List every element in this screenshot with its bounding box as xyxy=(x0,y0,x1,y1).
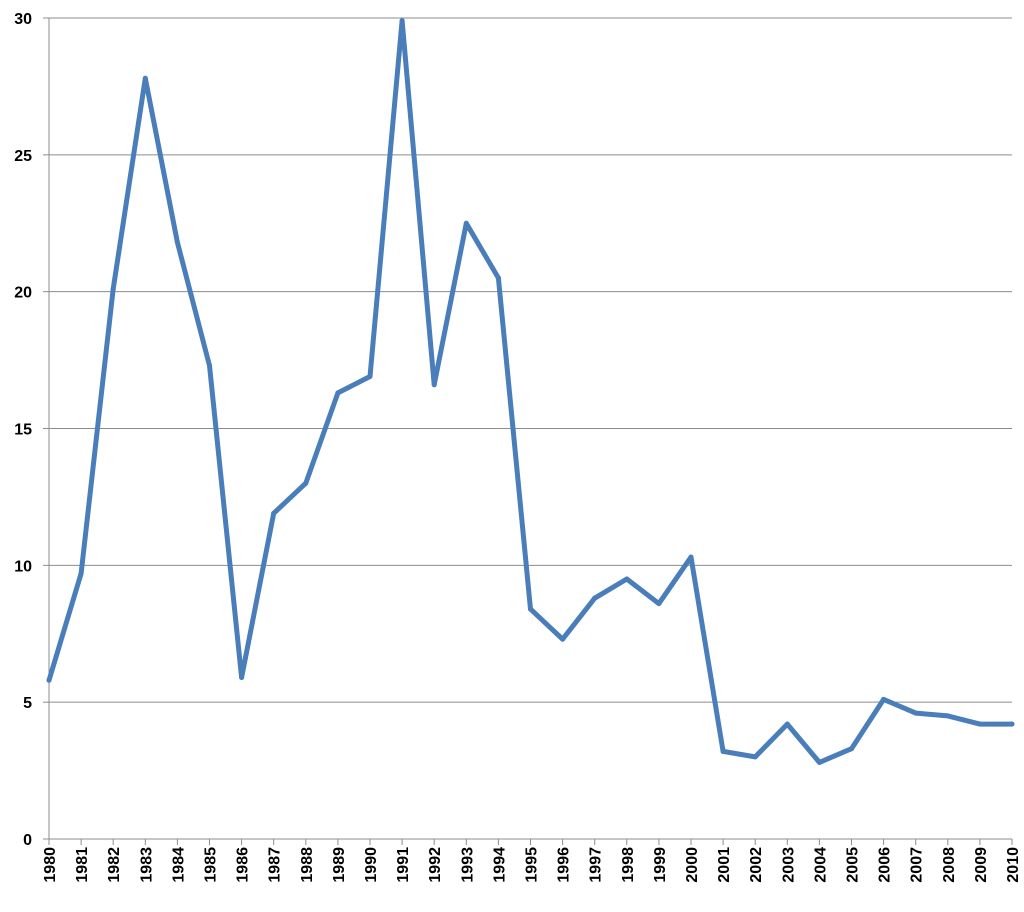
y-tick-label: 10 xyxy=(14,558,32,575)
x-tick-label: 1992 xyxy=(427,847,444,883)
data-point xyxy=(720,748,726,754)
x-tick-label: 2007 xyxy=(909,847,926,883)
x-tick-label: 1991 xyxy=(395,847,412,883)
data-point xyxy=(303,480,309,486)
y-tick-label: 15 xyxy=(14,422,32,439)
data-point xyxy=(46,677,52,683)
series-layer xyxy=(46,18,1015,765)
data-point xyxy=(592,595,598,601)
data-point xyxy=(335,390,341,396)
x-tick-label: 1998 xyxy=(620,847,637,883)
data-point xyxy=(816,759,822,765)
data-point xyxy=(239,675,245,681)
x-tick-label: 2004 xyxy=(812,847,829,883)
x-tick-label: 1984 xyxy=(170,847,187,883)
x-tick-label: 1993 xyxy=(459,847,476,883)
x-tick-label: 1994 xyxy=(491,847,508,883)
series-line xyxy=(46,18,1015,765)
x-tick-label: 2009 xyxy=(973,847,990,883)
x-tick-label: 1996 xyxy=(556,847,573,883)
x-tick-label: 1981 xyxy=(74,847,91,883)
x-tick-label: 1985 xyxy=(203,847,220,883)
x-tick-label: 1982 xyxy=(106,847,123,883)
x-tick-label: 2000 xyxy=(684,847,701,883)
y-tick-label: 25 xyxy=(14,148,32,165)
x-tick-label: 2001 xyxy=(716,847,733,883)
data-point xyxy=(78,571,84,577)
data-point xyxy=(688,554,694,560)
x-tick-label: 1980 xyxy=(42,847,59,883)
x-tick-label: 1999 xyxy=(652,847,669,883)
data-point xyxy=(624,576,630,582)
data-point xyxy=(560,636,566,642)
data-point xyxy=(142,75,148,81)
gridlines xyxy=(49,17,1012,703)
x-tick-label: 2006 xyxy=(877,847,894,883)
x-tick-label: 1989 xyxy=(331,847,348,883)
data-point xyxy=(431,382,437,388)
data-point xyxy=(752,754,758,760)
x-tick-label: 1987 xyxy=(267,847,284,883)
data-point xyxy=(463,220,469,226)
y-tick-label: 5 xyxy=(23,695,32,712)
data-point xyxy=(881,696,887,702)
axes xyxy=(43,17,1013,845)
data-point xyxy=(849,746,854,752)
data-point xyxy=(399,18,405,24)
x-tick-label: 1997 xyxy=(588,847,605,883)
data-point xyxy=(1009,721,1015,727)
x-tick-label: 2008 xyxy=(941,847,958,883)
x-tick-label: 2005 xyxy=(845,847,862,883)
data-point xyxy=(110,286,116,292)
x-tick-label: 2010 xyxy=(1005,847,1022,883)
data-point xyxy=(977,721,983,727)
data-point xyxy=(528,606,533,612)
data-point xyxy=(784,721,790,727)
y-tick-label: 30 xyxy=(14,11,32,28)
data-point xyxy=(656,601,662,607)
data-point xyxy=(945,713,951,719)
data-point xyxy=(207,363,212,369)
data-point xyxy=(174,239,180,245)
x-tick-label: 1983 xyxy=(138,847,155,883)
x-tick-label: 1990 xyxy=(363,847,380,883)
data-point xyxy=(367,374,373,380)
x-tick-label: 2002 xyxy=(748,847,765,883)
data-point xyxy=(495,275,501,281)
x-tick-label: 2003 xyxy=(780,847,797,883)
x-tick-label: 1986 xyxy=(235,847,252,883)
x-axis-tick-labels: 1980 1981 1982 1983 1984 1985 1986 1987 1988 1989… xyxy=(42,847,1022,883)
y-tick-label: 20 xyxy=(14,285,32,302)
data-point xyxy=(271,510,277,516)
data-point xyxy=(913,710,919,716)
x-tick-label: 1995 xyxy=(524,847,541,883)
y-tick-label: 0 xyxy=(23,832,32,849)
y-axis-tick-labels: 0 5 10 15 20 25 30 xyxy=(14,11,32,849)
x-tick-label: 1988 xyxy=(299,847,316,883)
